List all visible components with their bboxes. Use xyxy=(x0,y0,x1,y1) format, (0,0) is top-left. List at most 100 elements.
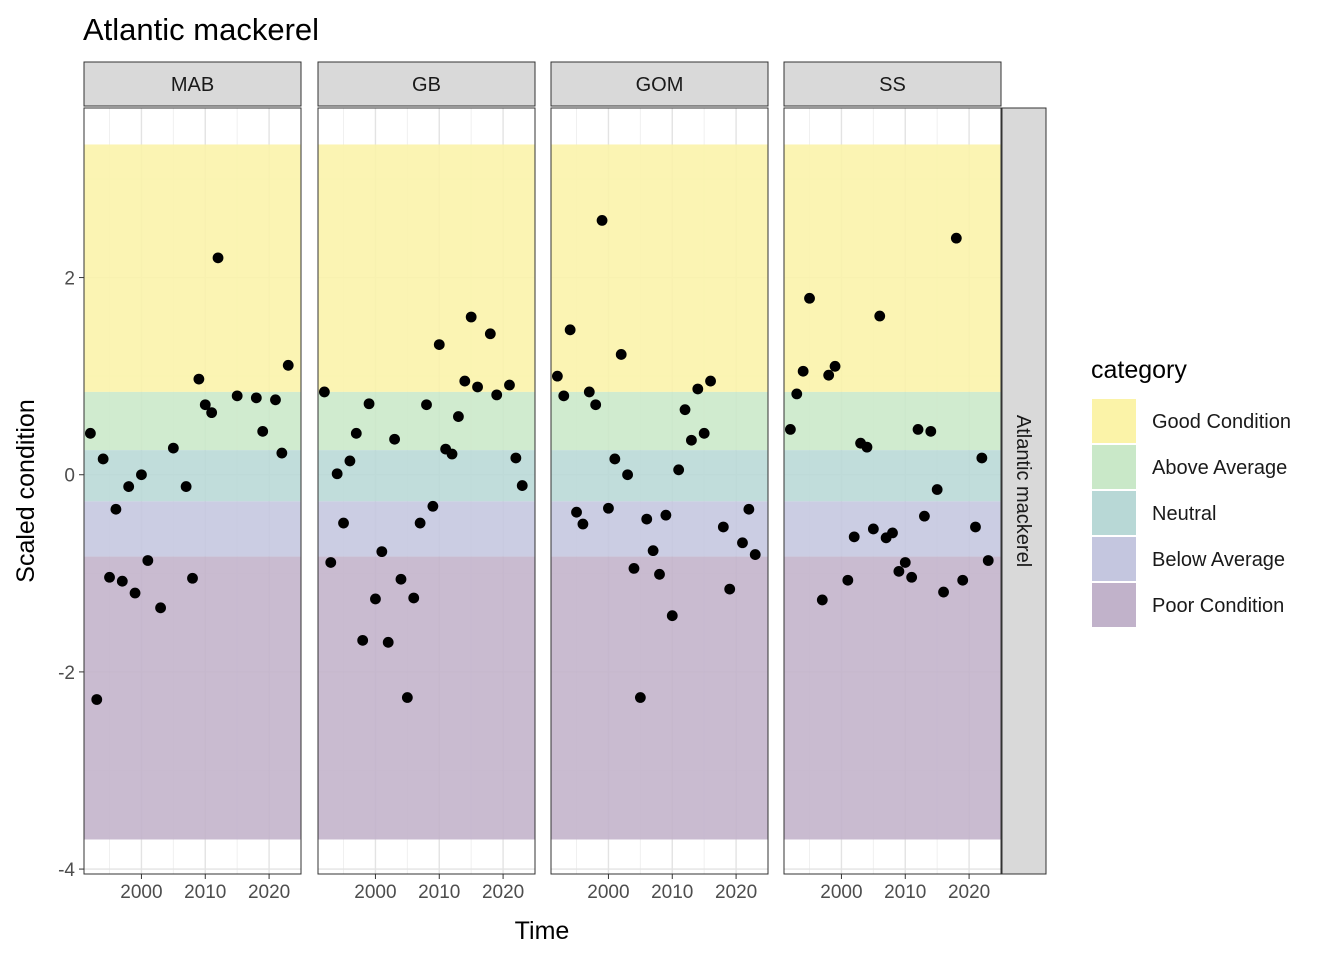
data-point xyxy=(641,513,653,525)
facet-panels: MAB 2000 2010 2020 GB 2000 2010 2020 GOM 2000 2010… xyxy=(83,61,1002,903)
data-point xyxy=(212,252,224,264)
data-point xyxy=(666,610,678,622)
data-point xyxy=(919,510,930,522)
data-point xyxy=(804,292,815,304)
data-point xyxy=(491,389,503,401)
strip-label: GB xyxy=(412,74,441,96)
data-point xyxy=(129,587,141,599)
data-point xyxy=(893,565,905,577)
data-point xyxy=(276,447,288,459)
data-point xyxy=(446,448,458,460)
x-tick-label: 2020 xyxy=(948,882,990,903)
band-poor-condition xyxy=(84,556,301,840)
data-point xyxy=(250,392,262,404)
data-point xyxy=(516,480,528,491)
panel-gom: GOM 2000 2010 2020 xyxy=(550,61,769,903)
data-point xyxy=(472,381,483,393)
data-point xyxy=(325,557,337,568)
data-point xyxy=(382,636,394,648)
legend-swatch xyxy=(1092,491,1136,535)
data-point xyxy=(976,452,988,464)
data-point xyxy=(363,398,375,410)
band-above-average xyxy=(551,391,768,451)
chart-title: Atlantic mackerel xyxy=(83,12,319,47)
legend-item: Poor Condition xyxy=(1092,583,1284,627)
data-point xyxy=(906,571,918,583)
row-strip-background xyxy=(1001,107,1047,875)
x-tick-label: 2010 xyxy=(651,882,693,903)
data-point xyxy=(867,523,879,535)
data-point xyxy=(318,386,330,398)
x-tick-label: 2020 xyxy=(715,882,757,903)
data-point xyxy=(465,311,477,323)
legend-item: Good Condition xyxy=(1092,399,1291,443)
y-tick-label: -2 xyxy=(58,663,75,684)
data-point xyxy=(91,694,103,705)
strip-label: GOM xyxy=(636,74,684,96)
data-point xyxy=(199,399,211,411)
data-point xyxy=(692,383,704,395)
band-good-condition xyxy=(551,144,768,392)
data-point xyxy=(97,453,109,465)
data-point xyxy=(660,509,672,521)
data-point xyxy=(155,602,166,614)
legend: category Good Condition Above Average Neut… xyxy=(1091,356,1291,627)
data-point xyxy=(459,375,471,387)
data-point xyxy=(861,441,873,453)
data-point xyxy=(167,442,179,454)
data-point xyxy=(615,349,627,360)
data-point xyxy=(874,310,886,322)
panel-border xyxy=(83,107,302,875)
band-good-condition xyxy=(784,144,1001,392)
data-point xyxy=(583,386,595,398)
legend-label: Neutral xyxy=(1152,503,1216,525)
data-point xyxy=(970,521,981,533)
data-point xyxy=(453,411,464,422)
band-above-average xyxy=(784,391,1001,451)
data-point xyxy=(823,369,835,381)
data-point xyxy=(784,423,796,435)
data-point xyxy=(206,407,218,419)
data-point xyxy=(84,427,96,439)
data-point xyxy=(551,370,563,382)
band-neutral xyxy=(784,450,1001,502)
data-point xyxy=(136,469,147,481)
strip-label: MAB xyxy=(171,74,214,96)
data-point xyxy=(654,568,665,580)
data-point xyxy=(433,339,445,351)
data-point xyxy=(737,537,748,549)
band-poor-condition xyxy=(318,556,535,840)
legend-swatch xyxy=(1092,537,1136,581)
y-axis: -4 -2 0 2 xyxy=(58,269,84,881)
x-tick-label: 2010 xyxy=(184,882,226,903)
data-point xyxy=(577,518,589,530)
legend-title: category xyxy=(1091,356,1187,384)
band-below-average xyxy=(551,501,768,557)
legend-swatch xyxy=(1092,445,1136,489)
data-point xyxy=(395,573,407,585)
data-point xyxy=(609,453,621,465)
data-point xyxy=(698,427,710,439)
data-point xyxy=(791,388,803,400)
strip-label: SS xyxy=(879,74,906,96)
data-point xyxy=(389,433,400,445)
band-poor-condition xyxy=(784,556,1001,840)
data-point xyxy=(270,394,281,406)
data-point xyxy=(673,464,685,476)
data-point xyxy=(647,545,659,557)
data-point xyxy=(950,232,962,244)
y-tick-label: -4 xyxy=(58,860,75,881)
data-point xyxy=(925,425,937,437)
x-tick-label: 2000 xyxy=(120,882,162,903)
legend-label: Below Average xyxy=(1152,549,1285,571)
band-good-condition xyxy=(84,144,301,392)
legend-swatch xyxy=(1092,583,1136,627)
data-point xyxy=(558,390,570,402)
data-point xyxy=(142,555,154,566)
data-point xyxy=(938,586,949,598)
data-point xyxy=(110,503,122,515)
y-axis-label: Scaled condition xyxy=(12,399,40,582)
panel-border xyxy=(783,107,1002,875)
x-axis-label: Time xyxy=(515,917,570,945)
